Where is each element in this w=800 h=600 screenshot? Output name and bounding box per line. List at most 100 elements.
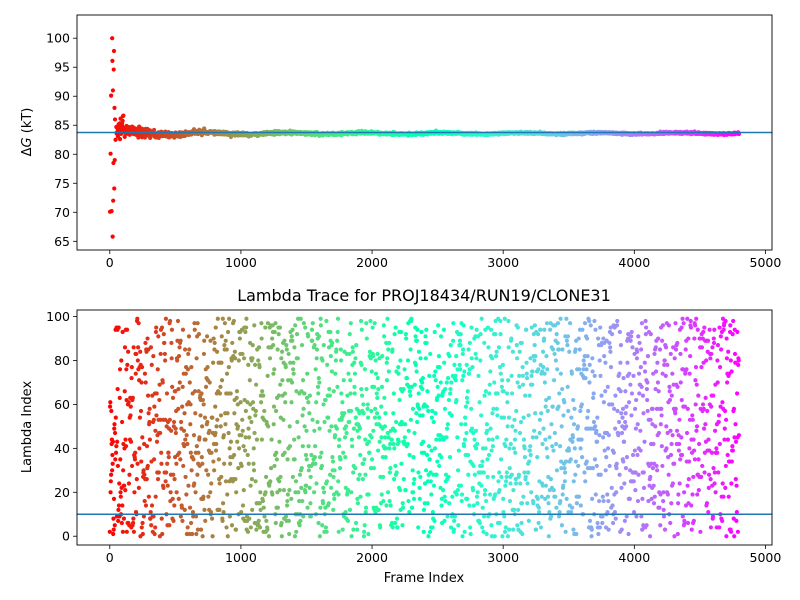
lambda-point	[376, 507, 381, 512]
lambda-point	[185, 441, 190, 447]
lambda-point	[289, 380, 295, 385]
lambda-point	[584, 367, 589, 372]
lambda-point	[284, 347, 289, 352]
lambda-point	[635, 452, 640, 458]
lambda-point	[366, 415, 371, 420]
lambda-point	[368, 466, 374, 471]
lambda-point	[267, 356, 273, 361]
lambda-point	[183, 474, 188, 480]
lambda-point	[680, 316, 685, 321]
lambda-point	[448, 391, 453, 396]
lambda-point	[336, 479, 341, 484]
lambda-point	[223, 479, 229, 484]
lambda-point	[194, 444, 199, 449]
lambda-point	[517, 384, 522, 389]
lambda-point	[446, 375, 451, 381]
lambda-point	[231, 318, 236, 324]
lambda-point	[505, 424, 510, 429]
lambda-point	[663, 373, 668, 378]
lambda-point	[463, 422, 468, 427]
lambda-point	[613, 393, 618, 398]
lambda-point	[405, 358, 411, 363]
lambda-point	[334, 426, 340, 431]
lambda-point	[642, 360, 647, 365]
lambda-point	[574, 531, 579, 537]
lambda-point	[640, 393, 646, 398]
lambda-point	[234, 389, 240, 394]
lambda-point	[705, 338, 711, 343]
lambda-point	[536, 367, 541, 372]
lambda-point	[213, 430, 218, 436]
lambda-point	[648, 474, 653, 480]
lambda-point	[304, 483, 309, 488]
lambda-point	[626, 400, 632, 405]
lambda-point	[684, 367, 689, 372]
lambda-point	[717, 441, 722, 447]
lambda-point	[543, 404, 548, 409]
lambda-point	[380, 455, 385, 460]
lambda-point	[353, 466, 358, 471]
lambda-point	[254, 382, 259, 387]
lambda-point	[375, 448, 381, 453]
lambda-point	[616, 433, 621, 438]
lambda-point	[228, 461, 233, 466]
lambda-point	[406, 498, 411, 504]
lambda-point	[181, 428, 187, 433]
lambda-point	[615, 318, 620, 324]
lambda-point	[596, 336, 601, 341]
lambda-point	[132, 457, 138, 462]
lambda-point	[465, 389, 470, 394]
lambda-point	[202, 338, 207, 343]
lambda-point	[172, 503, 177, 508]
lambda-point	[624, 424, 629, 429]
lambda-point	[275, 347, 280, 352]
lambda-point	[696, 441, 702, 447]
lambda-point	[572, 446, 577, 451]
lambda-point	[661, 507, 666, 512]
lambda-point	[184, 492, 189, 497]
lambda-point	[462, 529, 467, 534]
lambda-point	[620, 415, 625, 420]
lambda-point	[193, 514, 199, 519]
lambda-point	[467, 340, 472, 346]
lambda-point	[290, 327, 295, 332]
lambda-point	[562, 479, 567, 484]
lambda-point	[631, 479, 636, 484]
lambda-point	[444, 380, 449, 385]
lambda-point	[686, 477, 691, 482]
lambda-point	[153, 428, 158, 433]
lambda-point	[312, 455, 317, 460]
lambda-point	[387, 446, 392, 451]
lambda-point	[465, 400, 470, 405]
lambda-point	[297, 472, 303, 477]
lambda-point	[377, 415, 382, 420]
lambda-point	[637, 340, 642, 346]
lambda-point	[629, 334, 634, 339]
lambda-point	[438, 334, 444, 339]
lambda-point	[618, 343, 624, 348]
delta-g-point	[112, 105, 117, 110]
lambda-point	[477, 520, 482, 526]
lambda-point	[271, 371, 276, 376]
lambda-point	[164, 391, 170, 396]
lambda-point	[635, 349, 640, 354]
lambda-point	[643, 318, 648, 324]
lambda-point	[426, 534, 431, 539]
lambda-point	[732, 351, 738, 357]
lambda-point	[357, 426, 363, 431]
lambda-point	[736, 433, 742, 438]
lambda-point	[362, 523, 367, 528]
lambda-point	[591, 419, 597, 425]
lambda-point	[424, 340, 429, 346]
lambda-point	[144, 444, 150, 449]
lambda-point	[571, 527, 576, 532]
lambda-point	[381, 498, 386, 504]
lambda-point	[399, 329, 404, 335]
lambda-point	[388, 466, 393, 471]
lambda-point	[641, 411, 646, 416]
lambda-point	[450, 494, 455, 499]
lambda-point	[458, 332, 463, 337]
lambda-point	[128, 439, 134, 444]
lambda-point	[734, 518, 739, 523]
lambda-point	[514, 356, 520, 361]
